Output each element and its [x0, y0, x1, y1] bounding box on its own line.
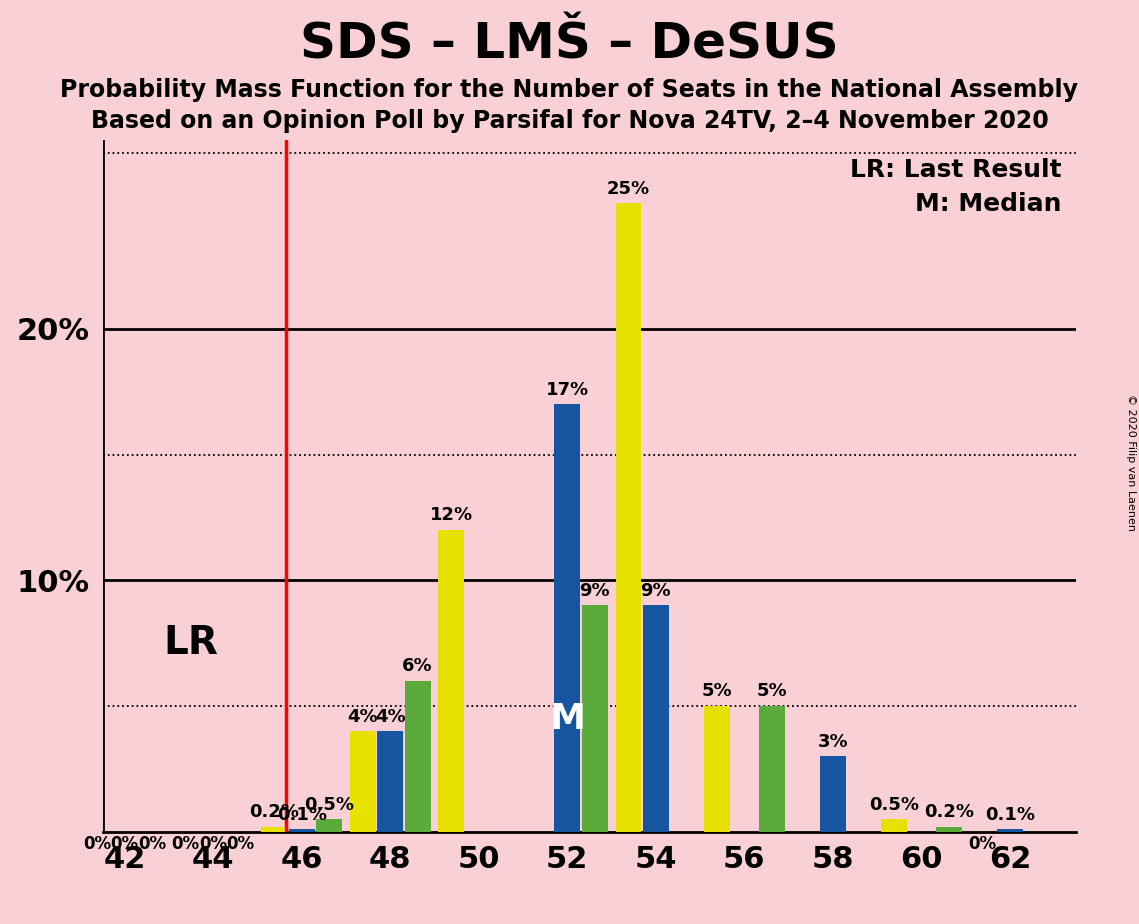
Bar [262, 827, 287, 832]
Text: 4%: 4% [375, 708, 405, 725]
Bar [820, 756, 846, 832]
Text: 0%: 0% [83, 835, 112, 853]
Text: Based on an Opinion Poll by Parsifal for Nova 24TV, 2–4 November 2020: Based on an Opinion Poll by Parsifal for… [91, 109, 1048, 133]
Bar [582, 605, 607, 832]
Text: 4%: 4% [347, 708, 378, 725]
Bar [936, 827, 961, 832]
Text: 0%: 0% [172, 835, 199, 853]
Text: 0.1%: 0.1% [985, 806, 1035, 823]
Bar [377, 731, 403, 832]
Text: 0.5%: 0.5% [304, 796, 354, 813]
Bar [704, 706, 730, 832]
Text: © 2020 Filip van Laenen: © 2020 Filip van Laenen [1125, 394, 1136, 530]
Text: 0.2%: 0.2% [924, 803, 974, 821]
Text: 0%: 0% [227, 835, 255, 853]
Text: 5%: 5% [702, 683, 732, 700]
Text: 0.2%: 0.2% [249, 803, 300, 821]
Bar [555, 405, 580, 832]
Text: 0.1%: 0.1% [277, 806, 327, 823]
Text: 0%: 0% [138, 835, 166, 853]
Bar [289, 829, 314, 832]
Text: LR: Last Result: LR: Last Result [850, 158, 1062, 182]
Text: 6%: 6% [402, 657, 433, 675]
Bar [882, 819, 907, 832]
Bar [439, 530, 465, 832]
Text: 9%: 9% [580, 582, 611, 600]
Text: 25%: 25% [607, 180, 650, 198]
Text: 0%: 0% [968, 835, 997, 853]
Text: LR: LR [164, 624, 219, 663]
Text: 0%: 0% [199, 835, 228, 853]
Bar [997, 829, 1023, 832]
Bar [644, 605, 669, 832]
Bar [404, 681, 431, 832]
Bar [350, 731, 376, 832]
Text: 17%: 17% [546, 381, 589, 399]
Text: M: Median: M: Median [916, 192, 1062, 216]
Text: M: M [549, 701, 585, 736]
Bar [317, 819, 342, 832]
Bar [615, 203, 641, 832]
Text: 5%: 5% [756, 683, 787, 700]
Text: 9%: 9% [640, 582, 671, 600]
Text: 12%: 12% [429, 506, 473, 525]
Text: 3%: 3% [818, 733, 849, 750]
Bar [759, 706, 785, 832]
Text: SDS – LMŠ – DeSUS: SDS – LMŠ – DeSUS [301, 20, 838, 68]
Text: 0%: 0% [110, 835, 139, 853]
Text: 0.5%: 0.5% [869, 796, 919, 813]
Text: Probability Mass Function for the Number of Seats in the National Assembly: Probability Mass Function for the Number… [60, 78, 1079, 102]
